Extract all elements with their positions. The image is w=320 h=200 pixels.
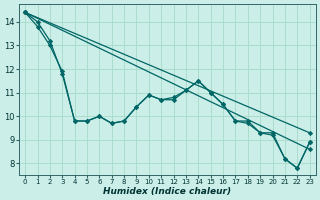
X-axis label: Humidex (Indice chaleur): Humidex (Indice chaleur) [103, 187, 231, 196]
